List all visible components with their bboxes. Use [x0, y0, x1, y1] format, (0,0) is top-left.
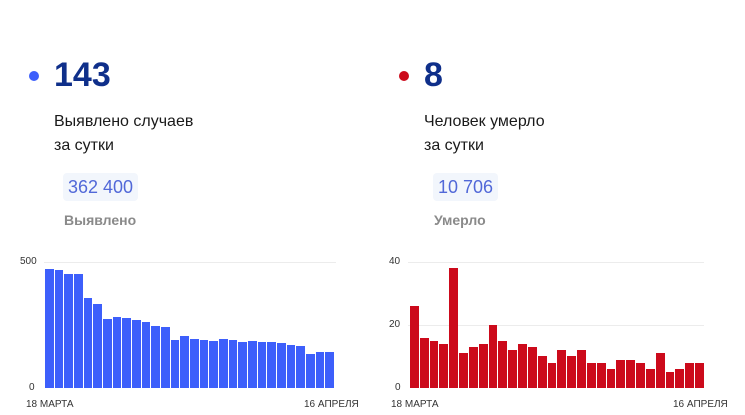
cases-total-badge: 362 400 — [63, 173, 139, 201]
chart-bar — [537, 356, 547, 388]
chart-bar — [606, 369, 616, 388]
deaths-caption-line1: Человек умерло — [424, 113, 545, 130]
deaths-daily-value: 8 — [424, 56, 443, 94]
cases-caption-line2: за сутки — [54, 137, 114, 154]
chart-bar — [498, 341, 508, 388]
chart-bar — [296, 346, 306, 388]
chart-bar — [103, 319, 112, 388]
cases-y-tick-0: 0 — [29, 382, 35, 393]
deaths-total-label: Умерло — [434, 212, 486, 228]
chart-bar — [190, 339, 199, 388]
chart-bar — [626, 360, 636, 388]
deaths-y-tick-20: 20 — [389, 319, 401, 330]
chart-bar — [547, 363, 557, 388]
chart-bar — [286, 345, 296, 388]
chart-bar — [257, 342, 267, 388]
chart-bar — [478, 344, 488, 388]
chart-bar — [468, 347, 478, 388]
chart-bar — [488, 325, 498, 388]
chart-bar — [527, 347, 537, 388]
chart-bar — [645, 369, 655, 388]
chart-bar — [267, 342, 277, 388]
chart-bar — [616, 360, 626, 388]
deaths-chart: 40 20 0 18 МАРТА 16 АПРЕЛЯ — [370, 255, 745, 415]
deaths-gridline-40 — [408, 262, 704, 263]
chart-bar — [449, 268, 459, 388]
deaths-gridline-20 — [408, 325, 704, 326]
chart-bar — [228, 340, 238, 388]
chart-bar — [315, 352, 325, 388]
chart-bar — [180, 336, 190, 388]
chart-bar — [161, 327, 170, 388]
cases-gridline-500 — [44, 262, 336, 263]
deaths-x-end-label: 16 АПРЕЛЯ — [673, 399, 728, 410]
chart-bar — [248, 341, 257, 388]
cases-dot-icon — [29, 71, 39, 81]
chart-bar — [122, 318, 132, 388]
chart-bar — [567, 356, 577, 388]
deaths-total-badge: 10 706 — [433, 173, 499, 201]
chart-bar — [459, 353, 468, 388]
cases-chart: 500 0 18 МАРТА 16 АПРЕЛЯ — [0, 255, 372, 415]
cases-total-label: Выявлено — [64, 212, 137, 228]
chart-bar — [675, 369, 685, 388]
chart-bar — [685, 363, 695, 388]
chart-bar — [83, 298, 93, 388]
chart-bar — [306, 354, 315, 388]
cases-x-start-label: 18 МАРТА — [26, 399, 74, 410]
chart-bar — [54, 270, 64, 388]
chart-bar — [112, 317, 122, 388]
deaths-y-tick-40: 40 — [389, 256, 401, 267]
deaths-y-tick-0: 0 — [395, 382, 401, 393]
chart-bar — [45, 269, 54, 388]
chart-bar — [170, 340, 180, 388]
chart-bar — [74, 274, 83, 388]
chart-bar — [439, 344, 449, 388]
chart-bar — [199, 340, 209, 388]
chart-bar — [209, 341, 219, 388]
chart-bar — [518, 344, 527, 388]
chart-bar — [636, 363, 645, 388]
deaths-panel: 8 Человек умерло за сутки 10 706 Умерло … — [370, 0, 742, 415]
deaths-caption-line2: за сутки — [424, 137, 484, 154]
cases-x-end-label: 16 АПРЕЛЯ — [304, 399, 359, 410]
chart-bar — [219, 339, 228, 388]
chart-bar — [665, 372, 675, 388]
chart-bar — [557, 350, 567, 388]
chart-bar — [577, 350, 586, 388]
chart-bar — [238, 342, 248, 388]
deaths-x-start-label: 18 МАРТА — [391, 399, 439, 410]
cases-caption-line1: Выявлено случаев — [54, 113, 194, 130]
chart-bar — [141, 322, 151, 388]
chart-bar — [695, 363, 704, 388]
chart-bar — [429, 341, 439, 388]
chart-bar — [151, 326, 161, 388]
deaths-bars — [410, 262, 704, 388]
cases-caption: Выявлено случаев за сутки — [54, 110, 193, 158]
cases-bars — [45, 262, 335, 388]
cases-y-tick-500: 500 — [20, 256, 37, 267]
chart-bar — [132, 320, 141, 388]
deaths-dot-icon — [399, 71, 409, 81]
chart-bar — [277, 343, 286, 388]
chart-bar — [508, 350, 518, 388]
deaths-caption: Человек умерло за сутки — [424, 110, 545, 158]
cases-daily-value: 143 — [54, 56, 111, 94]
chart-bar — [410, 306, 419, 388]
chart-bar — [419, 338, 429, 388]
cases-panel: 143 Выявлено случаев за сутки 362 400 Вы… — [0, 0, 372, 415]
chart-bar — [586, 363, 596, 388]
chart-bar — [64, 274, 74, 388]
chart-bar — [325, 352, 335, 388]
chart-bar — [655, 353, 665, 388]
chart-bar — [596, 363, 606, 388]
chart-bar — [93, 304, 103, 388]
